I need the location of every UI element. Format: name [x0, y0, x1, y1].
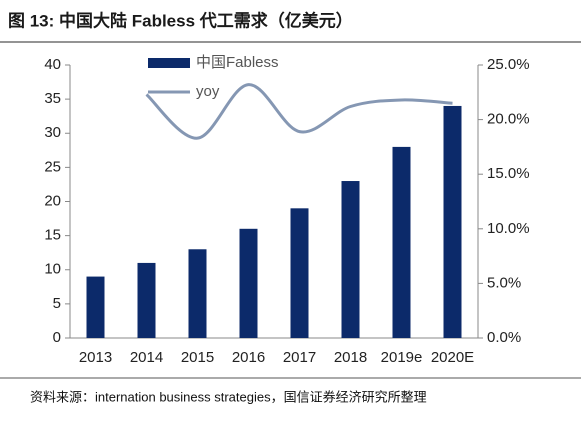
y-tick-label: 10 — [44, 261, 61, 278]
bar — [188, 249, 207, 338]
y2-tick-label: 15.0% — [487, 165, 530, 182]
legend-swatch — [148, 58, 190, 68]
x-tick-label: 2018 — [334, 349, 367, 366]
bar — [86, 276, 105, 338]
bar — [392, 146, 411, 338]
yoy-line — [145, 83, 453, 140]
x-tick-label: 2020E — [431, 349, 474, 366]
bar — [341, 181, 360, 338]
chart-title: 图 13: 中国大陆 Fabless 代工需求（亿美元） — [8, 10, 353, 30]
y2-tick-label: 20.0% — [487, 111, 530, 128]
y-tick-label: 30 — [44, 124, 61, 141]
y-tick-label: 35 — [44, 90, 61, 107]
y-tick-label: 20 — [44, 192, 61, 209]
y2-tick-label: 25.0% — [487, 56, 530, 73]
source: 资料来源：internation business strategies，国信证… — [30, 389, 427, 404]
bar — [239, 228, 258, 338]
watermark: 头条 @未来智库 — [427, 396, 529, 412]
x-tick-label: 2019e — [381, 349, 423, 366]
x-tick-label: 2013 — [79, 349, 112, 366]
bar — [443, 105, 462, 338]
y2-tick-label: 10.0% — [487, 220, 530, 237]
bar — [290, 208, 309, 338]
y-tick-label: 0 — [53, 329, 61, 346]
x-tick-label: 2016 — [232, 349, 265, 366]
y2-tick-label: 0.0% — [487, 329, 521, 346]
y-tick-label: 15 — [44, 227, 61, 244]
legend-label: 中国Fabless — [196, 54, 279, 71]
x-tick-label: 2017 — [283, 349, 316, 366]
bar — [137, 262, 156, 338]
y-tick-label: 25 — [44, 158, 61, 175]
y2-tick-label: 5.0% — [487, 274, 521, 291]
x-tick-label: 2014 — [130, 349, 163, 366]
y-tick-label: 40 — [44, 56, 61, 73]
legend-label: yoy — [196, 83, 220, 100]
x-tick-label: 2015 — [181, 349, 214, 366]
y-tick-label: 5 — [53, 295, 61, 312]
